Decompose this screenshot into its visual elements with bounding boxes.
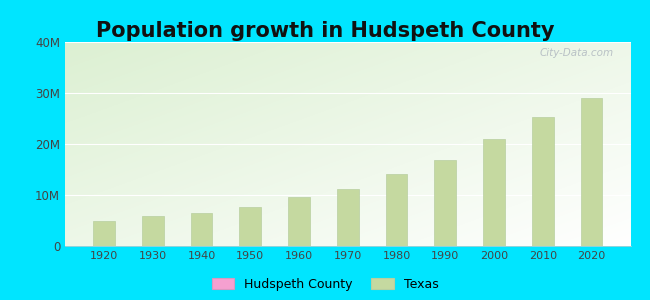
- Bar: [288, 197, 310, 246]
- Legend: Hudspeth County, Texas: Hudspeth County, Texas: [211, 278, 439, 291]
- Bar: [532, 118, 554, 246]
- Bar: [142, 216, 164, 246]
- Text: Population growth in Hudspeth County: Population growth in Hudspeth County: [96, 21, 554, 41]
- Bar: [337, 189, 359, 246]
- Bar: [483, 140, 505, 246]
- Bar: [190, 213, 213, 246]
- Bar: [385, 174, 408, 246]
- Bar: [434, 160, 456, 246]
- Bar: [93, 221, 115, 246]
- Text: City-Data.com: City-Data.com: [540, 48, 614, 58]
- Bar: [239, 207, 261, 246]
- Bar: [580, 98, 603, 246]
